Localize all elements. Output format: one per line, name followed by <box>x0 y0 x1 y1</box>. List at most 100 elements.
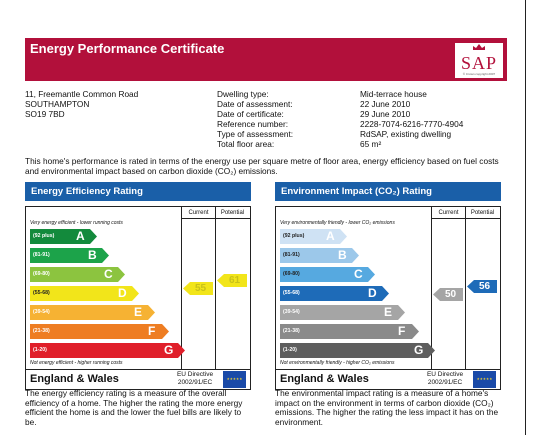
band-range: (21-38) <box>283 328 300 334</box>
property-address: 11, Freemantle Common Road SOUTHAMPTON S… <box>25 89 138 119</box>
band-range: (21-38) <box>33 328 50 334</box>
band-range: (55-68) <box>33 290 50 296</box>
potential-rating-arrow: 56 <box>467 280 497 294</box>
top-scale-label: Very environmentally friendly - lower CO… <box>280 220 395 226</box>
environment-rating-table: Current Potential Very environmentally f… <box>275 206 501 390</box>
sap-logo-copyright: © Crown copyright 2007 <box>462 72 496 76</box>
column-divider <box>181 207 182 369</box>
band-range: (69-80) <box>33 271 50 277</box>
footer-divider <box>276 369 500 370</box>
rating-band-e: (39-54) E <box>30 305 155 320</box>
band-range: (39-54) <box>33 309 50 315</box>
rating-band-g: (1-20) G <box>280 343 435 358</box>
rating-band-b: (81-91) B <box>30 248 109 263</box>
band-range: (92 plus) <box>283 233 305 239</box>
band-letter: C <box>104 267 113 281</box>
arrow-shape <box>467 280 497 294</box>
band-shape <box>280 305 405 320</box>
rating-band-b: (81-91) B <box>280 248 359 263</box>
detail-label: Date of assessment: <box>217 99 293 109</box>
band-letter: E <box>384 305 393 319</box>
band-range: (92 plus) <box>33 233 55 239</box>
rating-band-e: (39-54) E <box>280 305 405 320</box>
current-column-header: Current <box>431 207 466 219</box>
rating-value: 61 <box>229 274 241 286</box>
top-scale-label: Very energy efficient - lower running co… <box>30 220 123 226</box>
page-edge-line <box>525 0 526 435</box>
band-shape <box>280 324 419 339</box>
directive-line: 2002/91/EC <box>427 379 463 386</box>
band-shape <box>280 286 389 301</box>
band-range: (81-91) <box>33 252 50 258</box>
directive-line: EU Directive <box>426 371 464 378</box>
eu-flag-icon: ★★★★★ <box>473 371 496 388</box>
rating-band-a: (92 plus) A <box>280 229 347 244</box>
energy-efficiency-panel: Energy Efficiency Rating Current Potenti… <box>25 182 251 390</box>
arrow-shape <box>217 273 247 287</box>
detail-value: 22 June 2010 <box>360 99 411 109</box>
bottom-scale-label: Not environmentally friendly - higher CO… <box>280 360 395 366</box>
band-shape <box>280 229 347 244</box>
rating-value: 55 <box>195 282 207 294</box>
band-shape <box>280 343 435 358</box>
band-shape <box>30 343 185 358</box>
band-range: (55-68) <box>283 290 300 296</box>
band-range: (1-20) <box>283 347 297 353</box>
column-divider <box>431 207 432 369</box>
eu-directive-text: EU Directive 2002/91/EC <box>171 371 219 387</box>
potential-column-header: Potential <box>465 207 500 219</box>
environment-impact-panel: Environment Impact (CO₂) Rating Current … <box>275 182 501 390</box>
rating-band-g: (1-20) G <box>30 343 185 358</box>
current-rating-arrow: 50 <box>433 288 463 302</box>
rating-band-f: (21-38) F <box>30 324 169 339</box>
detail-label: Dwelling type: <box>217 89 269 99</box>
band-letter: G <box>414 343 424 357</box>
arrow-shape <box>183 281 213 295</box>
band-letter: B <box>338 248 347 262</box>
band-letter: D <box>118 286 127 300</box>
detail-label: Date of certificate: <box>217 109 284 119</box>
band-shape <box>30 248 109 263</box>
page-title: Energy Performance Certificate <box>30 41 225 56</box>
rating-band-f: (21-38) F <box>280 324 419 339</box>
rating-value: 56 <box>479 281 491 293</box>
address-line: SO19 7BD <box>25 109 65 119</box>
band-letter: F <box>148 324 156 338</box>
energy-rating-table: Current Potential Very energy efficient … <box>25 206 251 390</box>
eu-directive-text: EU Directive 2002/91/EC <box>421 371 469 387</box>
crown-icon <box>473 44 485 50</box>
column-divider <box>465 207 466 369</box>
band-shape <box>280 248 359 263</box>
band-letter: B <box>88 248 97 262</box>
detail-label: Total floor area: <box>217 139 275 149</box>
current-column-header: Current <box>181 207 216 219</box>
rating-band-a: (92 plus) A <box>30 229 97 244</box>
detail-label: Reference number: <box>217 119 289 129</box>
band-shape <box>30 324 169 339</box>
region-name: England & Wales <box>30 373 119 385</box>
potential-column-header: Potential <box>215 207 250 219</box>
rating-band-c: (69-80) C <box>30 267 125 282</box>
band-range: (1-20) <box>33 347 47 353</box>
band-shape <box>30 229 97 244</box>
bottom-scale-label: Not energy efficient - higher running co… <box>30 360 123 366</box>
region-name: England & Wales <box>280 373 369 385</box>
band-letter: F <box>398 324 406 338</box>
band-shape <box>30 286 139 301</box>
detail-value: 65 m² <box>360 139 382 149</box>
detail-value: 2228-7074-6216-7770-4904 <box>360 119 464 129</box>
band-shape <box>30 267 125 282</box>
environment-panel-title: Environment Impact (CO₂) Rating <box>275 182 501 201</box>
detail-value: 29 June 2010 <box>360 109 411 119</box>
detail-value: RdSAP, existing dwelling <box>360 129 452 139</box>
band-letter: A <box>326 229 335 243</box>
band-shape <box>30 305 155 320</box>
energy-description: The energy efficiency rating is a measur… <box>25 388 243 427</box>
certificate-header: Energy Performance Certificate SAP © Cro… <box>25 38 507 81</box>
sap-logo-text: SAP <box>460 53 498 73</box>
directive-line: 2002/91/EC <box>177 379 213 386</box>
energy-panel-title: Energy Efficiency Rating <box>25 182 251 201</box>
details-labels: Dwelling type: Date of assessment: Date … <box>217 89 293 149</box>
directive-line: EU Directive <box>176 371 214 378</box>
eu-flag-icon: ★★★★★ <box>223 371 246 388</box>
